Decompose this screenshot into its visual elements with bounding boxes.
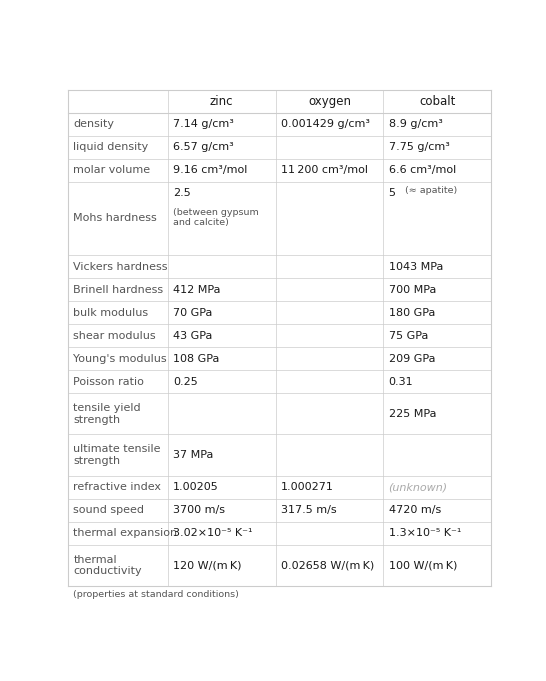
Text: 100 W/(m K): 100 W/(m K) [389,560,457,571]
Text: thermal
conductivity: thermal conductivity [73,554,142,576]
Text: 1.000271: 1.000271 [281,482,334,492]
Text: 43 GPa: 43 GPa [173,330,212,340]
Text: (properties at standard conditions): (properties at standard conditions) [73,590,239,599]
Text: 3.02×10⁻⁵ K⁻¹: 3.02×10⁻⁵ K⁻¹ [173,528,252,538]
Text: Young's modulus: Young's modulus [73,353,167,364]
Text: 8.9 g/cm³: 8.9 g/cm³ [389,119,442,129]
Text: liquid density: liquid density [73,142,149,152]
Text: 70 GPa: 70 GPa [173,308,212,317]
Text: 6.6 cm³/mol: 6.6 cm³/mol [389,165,456,175]
Text: 1043 MPa: 1043 MPa [389,262,443,272]
Text: 700 MPa: 700 MPa [389,285,436,295]
Text: 5: 5 [389,188,395,198]
Text: (between gypsum
and calcite): (between gypsum and calcite) [173,208,258,227]
Text: 75 GPa: 75 GPa [389,330,428,340]
Text: 209 GPa: 209 GPa [389,353,435,364]
Text: zinc: zinc [210,95,233,108]
Text: molar volume: molar volume [73,165,151,175]
Text: 7.75 g/cm³: 7.75 g/cm³ [389,142,449,152]
Text: ultimate tensile
strength: ultimate tensile strength [73,444,161,466]
Text: Vickers hardness: Vickers hardness [73,262,168,272]
Text: Brinell hardness: Brinell hardness [73,285,163,295]
Text: 7.14 g/cm³: 7.14 g/cm³ [173,119,234,129]
Text: (unknown): (unknown) [389,482,448,492]
Text: 1.3×10⁻⁵ K⁻¹: 1.3×10⁻⁵ K⁻¹ [389,528,461,538]
Text: 0.001429 g/cm³: 0.001429 g/cm³ [281,119,370,129]
Text: 2.5: 2.5 [173,188,191,198]
Text: thermal expansion: thermal expansion [73,528,177,538]
Text: 412 MPa: 412 MPa [173,285,220,295]
Text: 225 MPa: 225 MPa [389,409,436,419]
Text: 0.25: 0.25 [173,377,198,387]
Text: 4720 m/s: 4720 m/s [389,505,441,516]
Text: cobalt: cobalt [419,95,455,108]
Text: 11 200 cm³/mol: 11 200 cm³/mol [281,165,367,175]
Text: 0.31: 0.31 [389,377,413,387]
Text: 6.57 g/cm³: 6.57 g/cm³ [173,142,234,152]
Text: 317.5 m/s: 317.5 m/s [281,505,336,516]
Text: Mohs hardness: Mohs hardness [73,213,157,223]
Text: (≈ apatite): (≈ apatite) [405,186,457,195]
Text: 37 MPa: 37 MPa [173,450,213,460]
Text: 120 W/(m K): 120 W/(m K) [173,560,241,571]
Text: tensile yield
strength: tensile yield strength [73,403,141,424]
Text: bulk modulus: bulk modulus [73,308,149,317]
Text: 0.02658 W/(m K): 0.02658 W/(m K) [281,560,374,571]
Text: 108 GPa: 108 GPa [173,353,219,364]
Text: 1.00205: 1.00205 [173,482,218,492]
Text: 9.16 cm³/mol: 9.16 cm³/mol [173,165,247,175]
Text: refractive index: refractive index [73,482,161,492]
Text: 3700 m/s: 3700 m/s [173,505,225,516]
Text: density: density [73,119,114,129]
Text: oxygen: oxygen [308,95,351,108]
Text: Poisson ratio: Poisson ratio [73,377,144,387]
Text: 180 GPa: 180 GPa [389,308,435,317]
Text: shear modulus: shear modulus [73,330,156,340]
Text: sound speed: sound speed [73,505,144,516]
